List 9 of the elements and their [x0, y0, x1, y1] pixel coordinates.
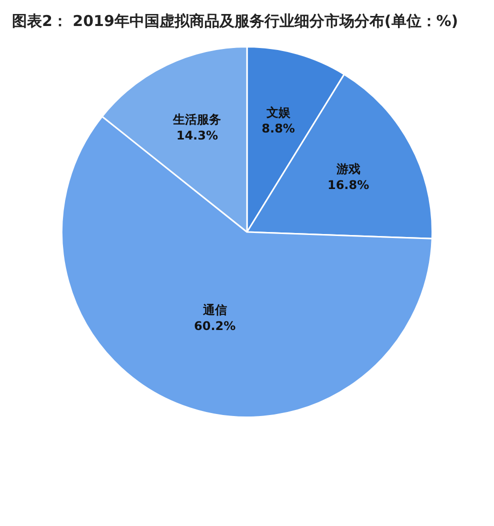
data-label: 16.8% — [327, 178, 370, 192]
data-label: 14.3% — [176, 128, 218, 143]
chart-title: 图表2： 2019年中国虚拟商品及服务行业细分市场分布(单位：%) — [11, 11, 460, 32]
data-label: 8.8% — [262, 122, 295, 136]
slice-label: 文娱 — [265, 106, 292, 120]
slice-label: 游戏 — [335, 162, 360, 176]
data-label: 60.2% — [194, 318, 236, 333]
slice-label: 生活服务 — [172, 112, 222, 127]
slice-label: 通信 — [202, 302, 227, 317]
